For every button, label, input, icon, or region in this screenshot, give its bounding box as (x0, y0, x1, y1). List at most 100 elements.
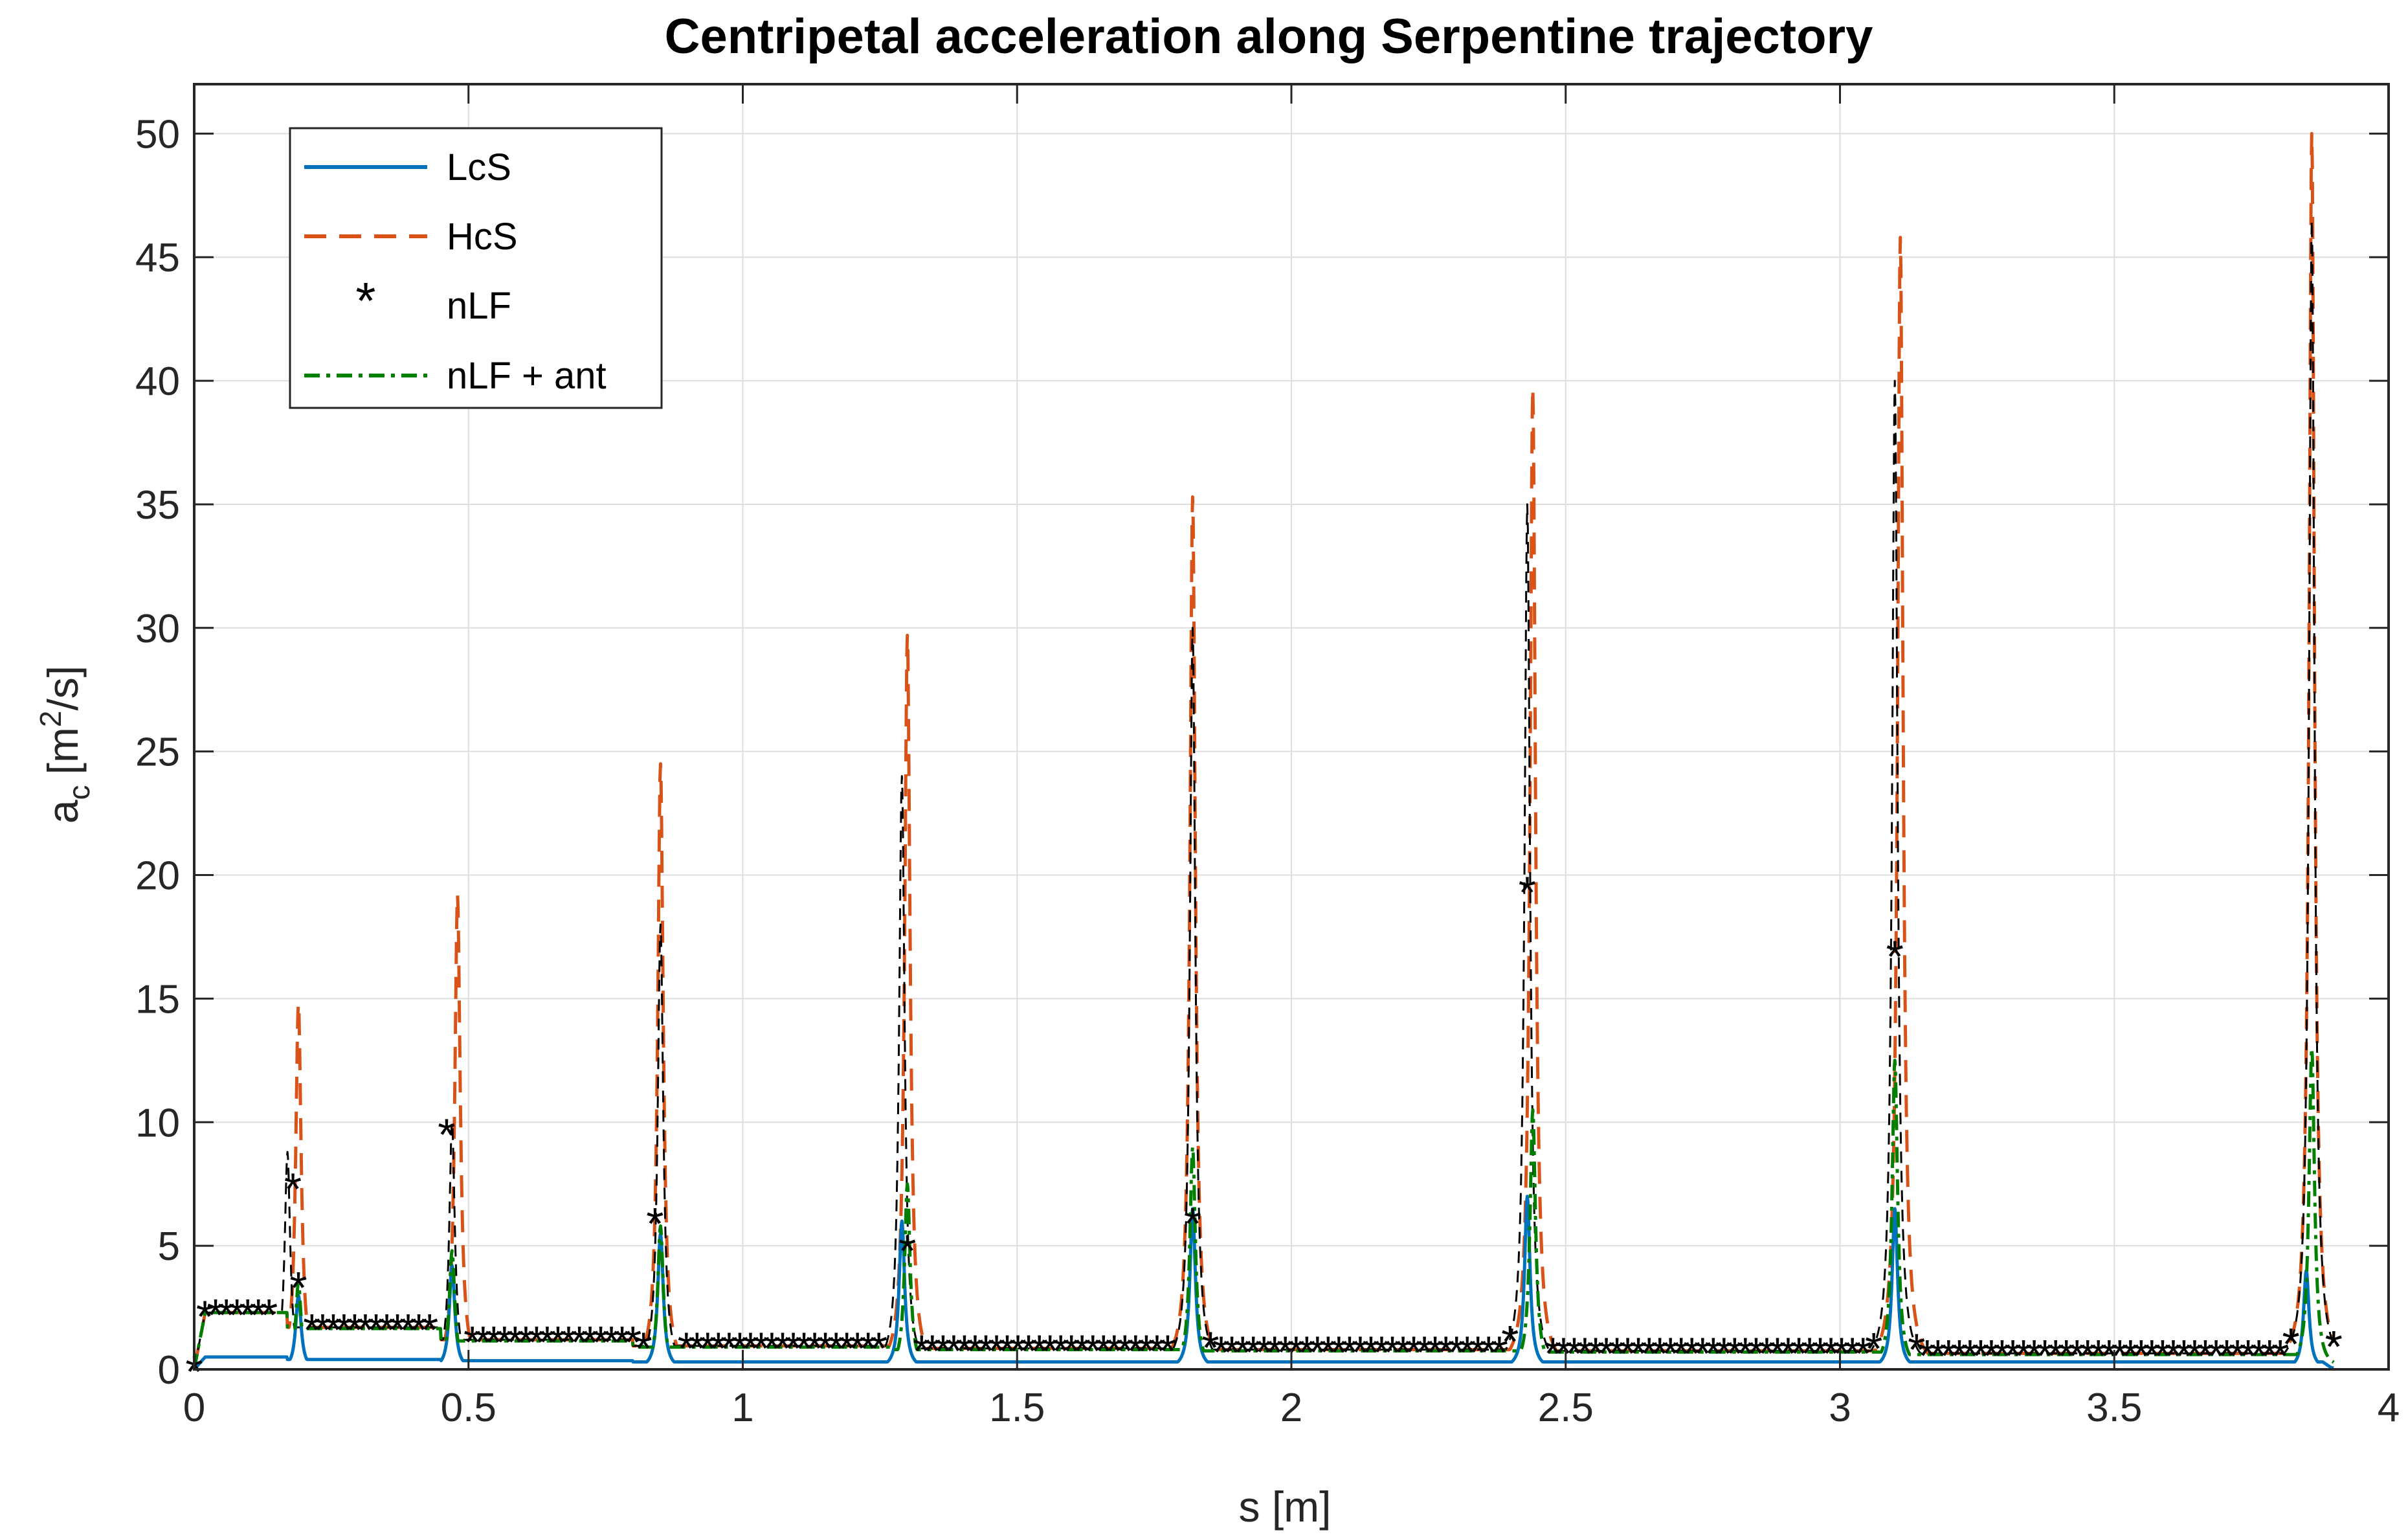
nlf-marker: * (560, 1317, 577, 1367)
nlf-marker: * (1116, 1326, 1133, 1376)
nlf-marker: * (2229, 1331, 2246, 1381)
nlf-marker: * (570, 1317, 588, 1367)
nlf-marker: * (303, 1305, 320, 1355)
nlf-marker: * (421, 1305, 438, 1355)
nlf-marker: * (1184, 1198, 1201, 1249)
nlf-marker: * (1201, 1322, 1219, 1373)
nlf-marker: * (592, 1317, 609, 1367)
nlf-marker: * (898, 1226, 916, 1276)
nlf-marker: * (2175, 1331, 2192, 1381)
y-tick-label: 5 (158, 1224, 180, 1269)
nlf-marker: * (988, 1326, 1005, 1376)
nlf-marker: * (549, 1317, 566, 1367)
nlf-marker: * (528, 1317, 545, 1367)
legend-label-nlf-ant: nLF + ant (447, 355, 607, 397)
nlf-marker: * (870, 1323, 887, 1374)
nlf-marker: * (1073, 1326, 1091, 1376)
nlf-marker: * (1127, 1326, 1144, 1376)
y-tick-label: 25 (135, 730, 180, 775)
nlf-marker: * (1940, 1331, 1957, 1381)
legend-label-hcs: HcS (447, 216, 518, 258)
nlf-marker: * (284, 1164, 302, 1215)
nlf-marker: * (388, 1305, 406, 1355)
nlf-marker: * (2154, 1331, 2171, 1381)
nlf-marker: * (699, 1323, 717, 1374)
nlf-marker: * (496, 1317, 513, 1367)
nlf-marker: * (1950, 1331, 1968, 1381)
nlf-marker: * (2282, 1319, 2300, 1369)
nlf-marker: * (474, 1317, 492, 1367)
nlf-marker: * (2122, 1331, 2139, 1381)
y-tick-label: 15 (135, 977, 180, 1022)
nlf-marker: * (2207, 1331, 2225, 1381)
nlf-marker: * (763, 1323, 781, 1374)
nlf-marker: * (2260, 1331, 2278, 1381)
y-tick-label: 20 (135, 854, 180, 899)
nlf-marker: * (239, 1290, 256, 1340)
nlf-marker: * (2239, 1331, 2257, 1381)
nlf-marker: * (324, 1305, 342, 1355)
series-line-nlf-ant (192, 1046, 2335, 1370)
legend-marker-nlf: * (355, 272, 375, 330)
grid (194, 84, 2389, 1370)
nlf-marker: * (934, 1326, 952, 1376)
nlf-marker: * (2143, 1331, 2161, 1381)
nlf-marker: * (314, 1305, 331, 1355)
nlf-marker: * (945, 1326, 963, 1376)
y-axis-label-base: a (39, 800, 87, 824)
nlf-marker: * (2186, 1331, 2203, 1381)
nlf-marker: * (217, 1290, 235, 1340)
nlf-marker: * (752, 1323, 770, 1374)
nlf-marker: * (1908, 1325, 1925, 1375)
nlf-marker: * (196, 1291, 214, 1342)
nlf-marker: * (613, 1317, 630, 1367)
nlf-marker: * (2014, 1331, 2032, 1381)
nlf-marker: * (1519, 867, 1536, 917)
nlf-marker: * (1020, 1326, 1037, 1376)
y-tick-label: 50 (135, 112, 180, 157)
y-tick-label: 0 (158, 1348, 180, 1393)
y-axis-label: ac [m2/s] (34, 666, 96, 824)
nlf-marker: * (1159, 1326, 1176, 1376)
nlf-marker: * (977, 1326, 994, 1376)
y-tick-label: 10 (135, 1101, 180, 1145)
nlf-marker: * (720, 1323, 738, 1374)
y-tick-label: 35 (135, 483, 180, 528)
nlf-marker: * (463, 1317, 481, 1367)
nlf-marker: * (1919, 1331, 1936, 1381)
nlf-marker: * (539, 1317, 556, 1367)
y-axis-label-unit-end: /s] (39, 666, 87, 711)
nlf-marker: * (228, 1290, 245, 1340)
nlf-marker: * (2068, 1331, 2086, 1381)
nlf-marker: * (2079, 1331, 2097, 1381)
nlf-marker: * (260, 1290, 278, 1340)
nlf-marker: * (688, 1323, 706, 1374)
nlf-marker: * (1983, 1331, 2000, 1381)
y-tick-label: 30 (135, 607, 180, 651)
nlf-marker: * (634, 1323, 652, 1374)
nlf-marker: * (827, 1323, 845, 1374)
x-tick-label: 2.5 (1538, 1386, 1594, 1430)
series-line-lcs (193, 1195, 2335, 1371)
y-axis-label-superscript: 2 (34, 711, 67, 728)
nlf-marker: * (1052, 1326, 1069, 1376)
nlf-marker: * (1501, 1316, 1519, 1367)
nlf-marker: * (378, 1305, 396, 1355)
x-tick-label: 1.5 (989, 1386, 1045, 1430)
nlf-marker: * (774, 1323, 791, 1374)
series-layer: ******** ************ ***************** ***… (185, 131, 2343, 1397)
nlf-marker: * (860, 1323, 877, 1374)
nlf-marker: * (2025, 1331, 2043, 1381)
x-tick-label: 3.5 (2086, 1386, 2142, 1430)
nlf-marker: * (1886, 932, 1904, 982)
nlf-marker: * (2271, 1331, 2289, 1381)
nlf-marker: * (2132, 1331, 2150, 1381)
nlf-marker: * (2218, 1331, 2235, 1381)
nlf-marker: * (1972, 1331, 1989, 1381)
x-axis-label: s [m] (1239, 1483, 1332, 1531)
nlf-marker: * (335, 1305, 353, 1355)
y-tick-label: 45 (135, 236, 180, 280)
legend-label-nlf: nLF (447, 285, 511, 327)
nlf-marker: * (367, 1305, 385, 1355)
nlf-marker: * (206, 1290, 224, 1340)
